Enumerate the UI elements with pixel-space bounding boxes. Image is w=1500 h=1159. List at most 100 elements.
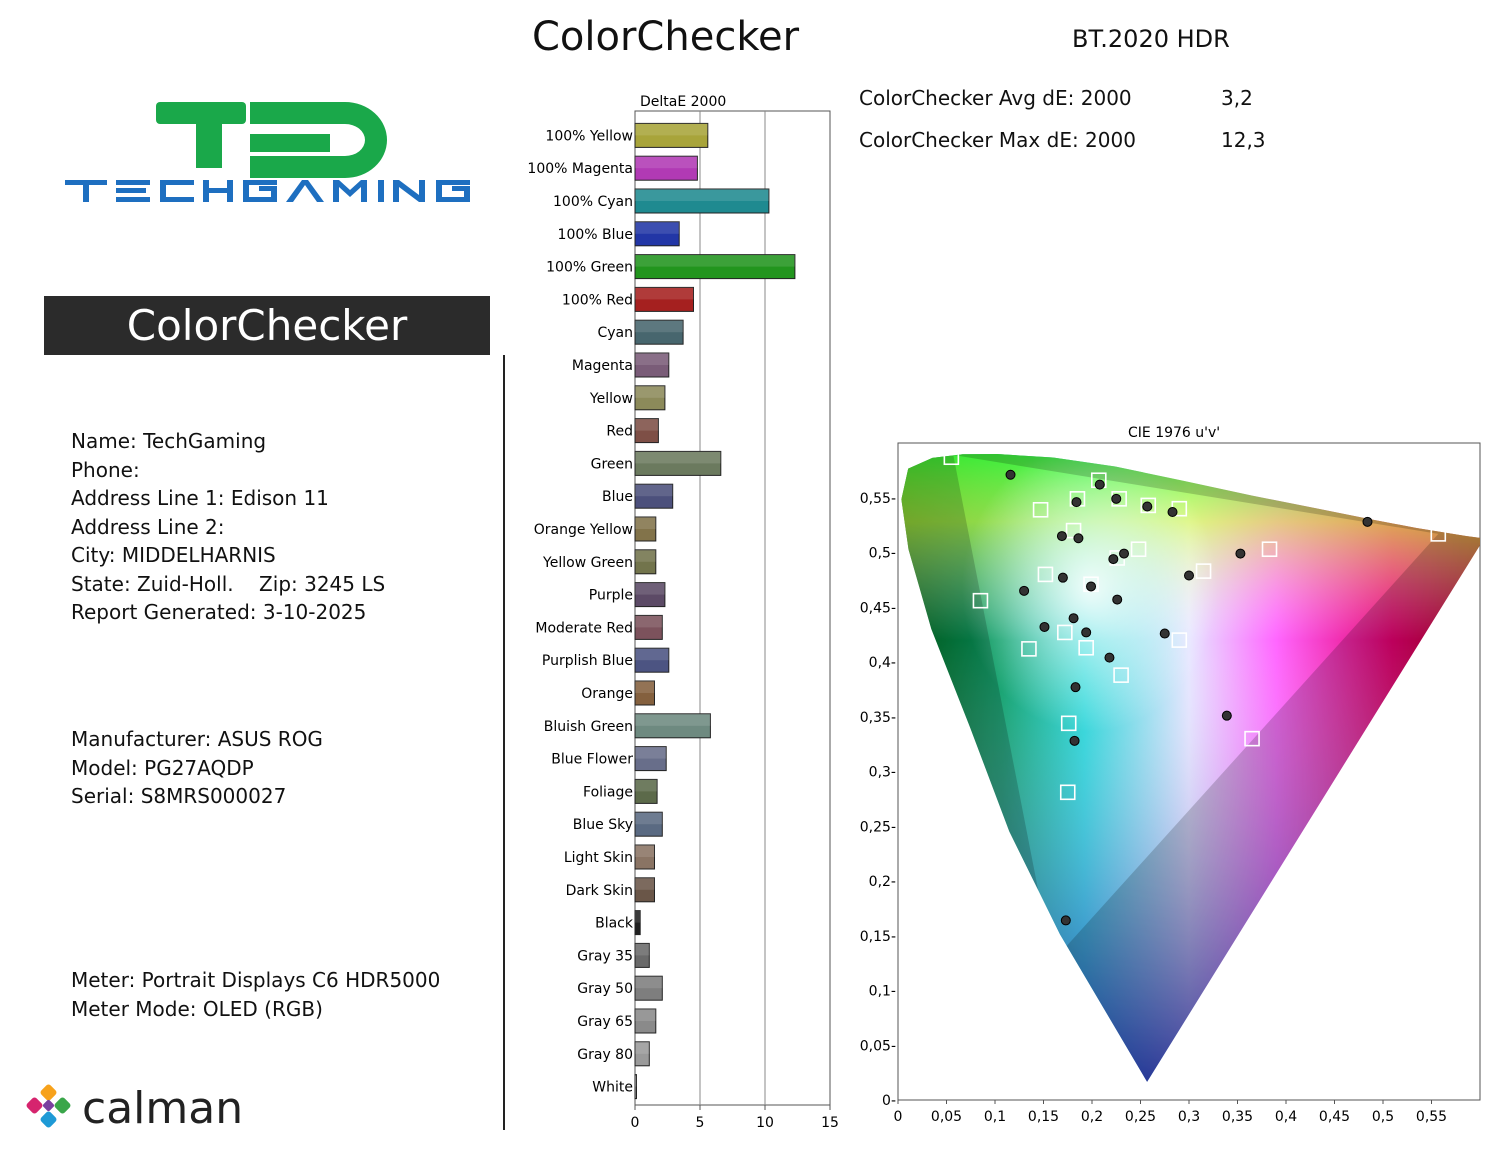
cie-target-marker: [943, 449, 960, 466]
page-subtitle: BT.2020 HDR: [1072, 25, 1230, 53]
bar-dark-skin: [634, 877, 655, 903]
cie-x-tick-label: 0,3: [1178, 1109, 1200, 1125]
cie-chart-title: CIE 1976 u'v': [1128, 425, 1220, 441]
cie-y-tick-label: 0,25-: [860, 819, 896, 835]
bar-label: Purplish Blue: [542, 653, 633, 669]
bar-label: Light Skin: [564, 850, 633, 866]
calman-logo-mark: [26, 1084, 71, 1128]
bar-label: 100% Cyan: [553, 194, 633, 210]
cie-y-tick-label: 0,05-: [860, 1038, 896, 1054]
cie-measured-point: [1005, 469, 1016, 480]
bar-red: [634, 418, 659, 444]
bar-highlight: [635, 1041, 650, 1054]
cie-x-tick-label: 0,15: [1028, 1109, 1059, 1125]
bar-label: Green: [591, 456, 633, 472]
bar-highlight: [635, 221, 680, 234]
bar-x-tick-label: 10: [756, 1115, 774, 1131]
cie-target-marker: [1430, 526, 1447, 542]
bar-orange-yellow: [634, 516, 657, 542]
bar-label: Gray 35: [577, 948, 633, 964]
bar-label: Dark Skin: [566, 883, 633, 899]
cie-measured-point: [1108, 554, 1119, 565]
cie-measured-point: [1104, 652, 1115, 663]
profile-state-zip: State: Zuid-Holl. Zip: 3245 LS: [71, 571, 386, 596]
bar-highlight: [635, 549, 656, 562]
cie-y-tick-label: 0,1-: [869, 984, 896, 1000]
bar-label: Gray 50: [577, 981, 633, 997]
cie-measured-point: [1068, 613, 1079, 624]
bar-foliage: [634, 778, 658, 804]
bar-label: 100% Magenta: [527, 161, 633, 177]
cie-measured-point: [1057, 572, 1068, 583]
bar-highlight: [635, 287, 694, 300]
cie-measured-point: [1060, 915, 1071, 926]
bar-highlight: [635, 517, 656, 529]
bar-x-tick-label: 5: [696, 1115, 705, 1131]
bar-label: Orange: [581, 686, 633, 702]
profile-name: Name: TechGaming: [71, 429, 267, 453]
bar-label: Purple: [589, 588, 633, 604]
bar-magenta: [634, 352, 670, 378]
cie-measured-point: [1362, 516, 1373, 527]
cie-x-tick-label: 0,4: [1275, 1109, 1297, 1125]
bar-100-magenta: [634, 155, 698, 181]
cie-target-marker: [1195, 563, 1212, 579]
bar-cyan: [634, 319, 684, 345]
bar-highlight: [635, 451, 721, 464]
bar-highlight: [635, 943, 650, 956]
bar-green: [634, 450, 722, 476]
cie-measured-point: [1112, 594, 1123, 605]
cie-target-marker: [1171, 632, 1188, 648]
cie-measured-point: [1069, 735, 1080, 746]
cie-y-tick-label: 0,55-: [860, 491, 896, 507]
delta-e-bar-chart: DeltaE 2000 100% Yellow 100% Magenta 100% …: [527, 94, 838, 1131]
cie-measured-point: [1081, 627, 1092, 638]
cie-y-tick-label: 0,15-: [860, 929, 896, 945]
cie-x-tick-label: 0: [894, 1109, 903, 1125]
cie-x-tick-label: 0,2: [1081, 1109, 1103, 1125]
cie-measured-point: [1019, 585, 1030, 596]
bar-blue-sky: [634, 811, 663, 837]
meter-name: Meter: Portrait Displays C6 HDR5000: [71, 968, 441, 992]
calman-logo: calman: [26, 1083, 243, 1134]
techgaming-logo-wordmark: [65, 180, 470, 202]
profile-city: City: MIDDELHARNIS: [71, 543, 276, 567]
bar-label: Gray 65: [577, 1014, 633, 1030]
cie-measured-point: [1070, 682, 1081, 693]
bar-label: Orange Yellow: [534, 522, 633, 538]
cie-measured-point: [1159, 628, 1170, 639]
cie-x-tick-label: 0,55: [1416, 1109, 1447, 1125]
bar-gray-65: [634, 1008, 657, 1034]
cie-y-tick-label: 0,45-: [860, 600, 896, 616]
cie-target-marker: [1044, 954, 1061, 970]
bar-highlight: [635, 353, 669, 365]
bar-yellow: [634, 385, 666, 411]
cie-measured-point: [1184, 570, 1194, 581]
bar-highlight: [635, 845, 655, 857]
bar-moderate-red: [634, 614, 663, 640]
bar-highlight: [635, 418, 659, 431]
bar-highlight: [635, 484, 673, 497]
profile-address1: Address Line 1: Edison 11: [71, 486, 329, 510]
cie-x-tick-label: 0,05: [931, 1109, 962, 1125]
bar-highlight: [635, 385, 665, 398]
bar-highlight: [635, 779, 658, 792]
device-info: Manufacturer: ASUS ROG Model: PG27AQDP S…: [71, 725, 323, 811]
cie-y-tick-label: 0,4-: [869, 655, 896, 671]
cie-target-marker: [1078, 639, 1094, 656]
cie-x-tick-label: 0,5: [1372, 1109, 1394, 1125]
cie-measured-point: [1221, 710, 1232, 721]
bar-highlight: [635, 713, 711, 726]
cie-target-marker: [1130, 541, 1147, 558]
cie-measured-point: [1119, 548, 1130, 559]
max-de-value: 12,3: [1221, 128, 1266, 152]
bar-label: Foliage: [583, 784, 633, 800]
cie-target-marker: [972, 592, 989, 609]
bar-highlight: [635, 156, 698, 169]
bar-label: 100% Green: [546, 260, 633, 276]
bar-label: White: [592, 1080, 633, 1096]
cie-measured-point: [1142, 501, 1153, 512]
bar-highlight: [635, 910, 641, 923]
cie-target-marker: [1244, 730, 1260, 747]
bar-label: Red: [606, 424, 633, 440]
